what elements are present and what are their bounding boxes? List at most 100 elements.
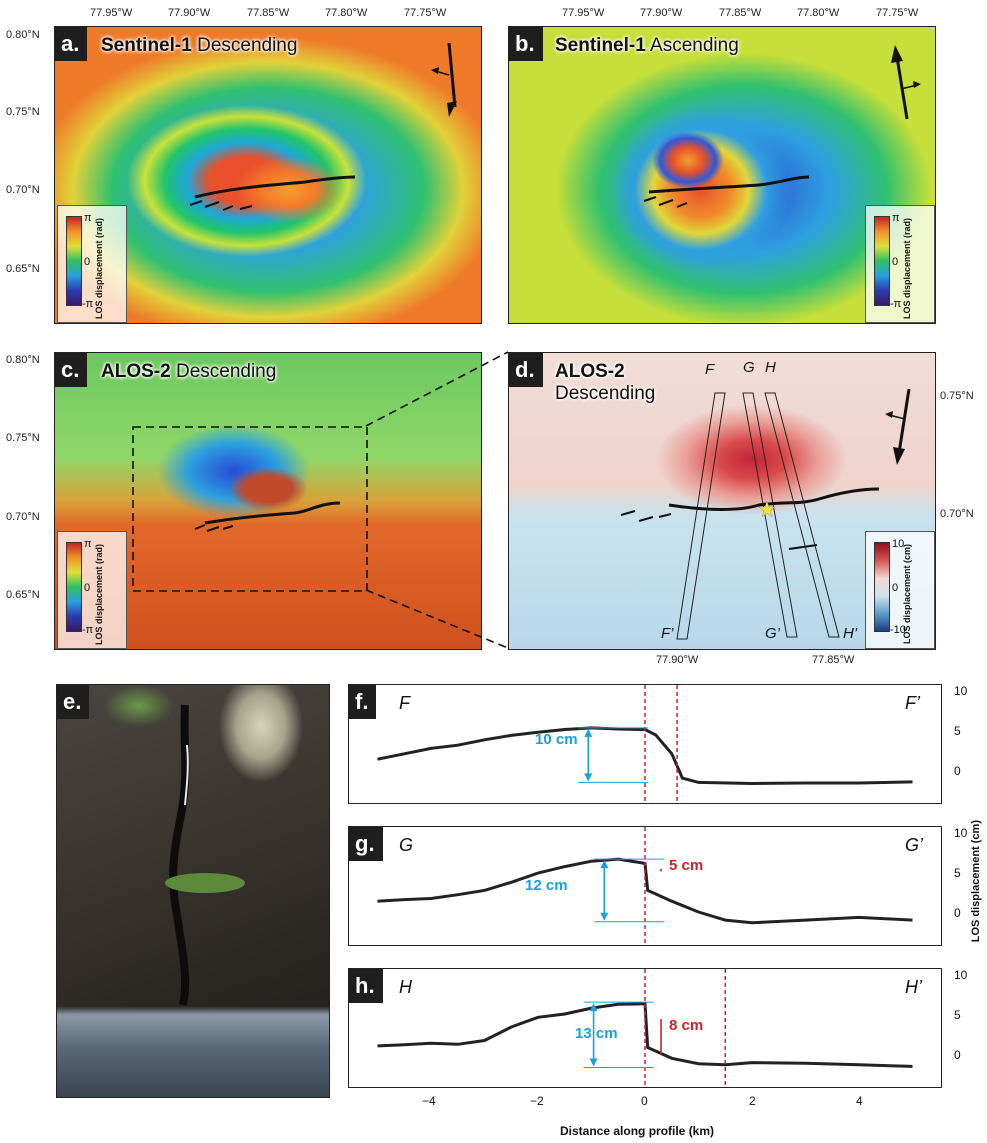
y-tick: 0 [954, 906, 961, 920]
profile-end-label: F’ [905, 693, 920, 713]
y-tick: 5 [954, 866, 961, 880]
panel-label: g. [349, 827, 383, 861]
profile-start-label: F [399, 693, 410, 713]
colorbar-label: LOS displacement (rad) [94, 218, 104, 320]
panel-a-interferogram: a. Sentinel-1 Descending π 0 -π LOS disp… [54, 26, 482, 324]
profile-end-g: G’ [765, 625, 780, 642]
lat-tick: 0.80°N [6, 29, 40, 41]
y-tick: 5 [954, 1008, 961, 1022]
panel-title: ALOS-2 Descending [101, 361, 276, 383]
lat-tick: 0.80°N [6, 354, 40, 366]
offset-arrowhead [584, 773, 593, 782]
lon-tick: 77.75°W [404, 7, 447, 19]
lon-tick: 77.80°W [797, 7, 840, 19]
north-arrow-icon [891, 45, 921, 120]
colorbar-mid: 0 [84, 256, 91, 268]
colorbar-top: π [892, 212, 900, 224]
panel-title: Sentinel-1 Descending [101, 35, 297, 57]
y-tick: 10 [954, 684, 968, 698]
lon-tick: 77.85°W [247, 7, 290, 19]
colorbar-top: π [84, 538, 92, 550]
lat-tick: 0.75°N [6, 432, 40, 444]
orbit-mode: Descending [555, 383, 656, 404]
panel-b-interferogram: b. Sentinel-1 Ascending π 0 -π LOS displ… [508, 26, 936, 324]
profile-chart-f [377, 685, 913, 803]
panel-d-lat-tick: 0.75°N [940, 390, 974, 402]
x-tick: −2 [530, 1094, 544, 1108]
colorbar-bottom: -π [82, 624, 94, 636]
colorbar-top: 10 [892, 538, 905, 550]
profile-start-g: G [743, 359, 755, 376]
panel-label: c. [55, 353, 88, 387]
panel-c-interferogram: c. ALOS-2 Descending π 0 -π LOS displace… [54, 352, 482, 650]
x-tick: 0 [641, 1094, 648, 1108]
colorbar-mid: 0 [84, 582, 91, 594]
satellite-name: ALOS-2 [555, 361, 625, 382]
colorbar-top: π [84, 212, 92, 224]
panel-d-lon-tick: 77.85°W [812, 654, 855, 666]
profile-start-f: F [705, 361, 715, 378]
profile-trace [377, 726, 913, 786]
y-axis-label: LOS displacement (cm) [970, 820, 982, 943]
profiles-and-fault-d [620, 392, 880, 640]
offset-arrowhead [600, 912, 609, 921]
lon-tick: 77.90°W [168, 7, 211, 19]
profile-trace [377, 1002, 913, 1068]
profile-start-label: H [399, 977, 412, 997]
panel-d-lon-tick: 77.90°W [656, 654, 699, 666]
colorbar-bottom: -π [890, 298, 902, 310]
satellite-name: Sentinel-1 [101, 35, 192, 56]
panel-d-displacement-map: d. ALOS-2 Descending F G H F’ G’ H’ 10 0 … [508, 352, 936, 650]
lon-tick: 77.95°W [90, 7, 133, 19]
fault-trace-b [643, 175, 810, 208]
orbit-mode: Descending [197, 35, 298, 56]
y-tick: 10 [954, 826, 968, 840]
offset-arrowhead [589, 1058, 598, 1067]
x-tick: 4 [856, 1094, 863, 1108]
colorbar-label: LOS displacement (rad) [94, 544, 104, 646]
colorbar-mid: 0 [892, 256, 899, 268]
colorbar-mid: 0 [892, 582, 899, 594]
profile-start-h: H [765, 359, 776, 376]
lon-tick: 77.75°W [876, 7, 919, 19]
panel-label: d. [509, 353, 543, 387]
profile-chart-h [377, 969, 913, 1087]
x-tick: −4 [422, 1094, 436, 1108]
displacement-colorbar: 10 0 -10 LOS displacement (cm) [865, 531, 935, 649]
lon-tick: 77.85°W [719, 7, 762, 19]
lon-tick: 77.90°W [640, 7, 683, 19]
phase-colorbar: π 0 -π LOS displacement (rad) [865, 205, 935, 323]
profile-panel-f: f. F F’ 10 cm [348, 684, 942, 804]
orbit-mode: Ascending [650, 35, 739, 56]
lat-tick: 0.75°N [6, 106, 40, 118]
panel-label: f. [349, 685, 377, 719]
colorbar-label: LOS displacement (cm) [902, 544, 912, 645]
panel-e-field-photo: e. [56, 684, 330, 1098]
colorbar-bottom: -π [82, 298, 94, 310]
phase-colorbar: π 0 -π LOS displacement (rad) [57, 531, 127, 649]
step-label: 8 cm [669, 1017, 704, 1034]
y-tick: 10 [954, 968, 968, 982]
profile-end-label: G’ [905, 835, 923, 855]
profile-chart-g [377, 827, 913, 945]
x-tick: 2 [749, 1094, 756, 1108]
lat-tick: 0.70°N [6, 184, 40, 196]
y-tick: 5 [954, 724, 961, 738]
x-axis-label: Distance along profile (km) [560, 1124, 715, 1138]
offset-label: 12 cm [525, 877, 568, 894]
offset-arrowhead [600, 860, 609, 869]
satellite-name: ALOS-2 [101, 361, 171, 382]
profile-end-label: H’ [905, 977, 922, 997]
colorbar-label: LOS displacement (rad) [902, 218, 912, 320]
offset-arrowhead [584, 728, 593, 737]
panel-label: e. [57, 685, 90, 719]
panel-label: b. [509, 27, 543, 61]
y-tick: 0 [954, 1048, 961, 1062]
offset-label: 10 cm [535, 731, 578, 748]
panel-label: a. [55, 27, 88, 61]
north-arrow-icon [885, 388, 911, 465]
phase-colorbar: π 0 -π LOS displacement (rad) [57, 205, 127, 323]
panel-d-lat-tick: 0.70°N [940, 508, 974, 520]
colorbar-bottom: -10 [890, 624, 906, 636]
panel-title: Sentinel-1 Ascending [555, 35, 739, 57]
